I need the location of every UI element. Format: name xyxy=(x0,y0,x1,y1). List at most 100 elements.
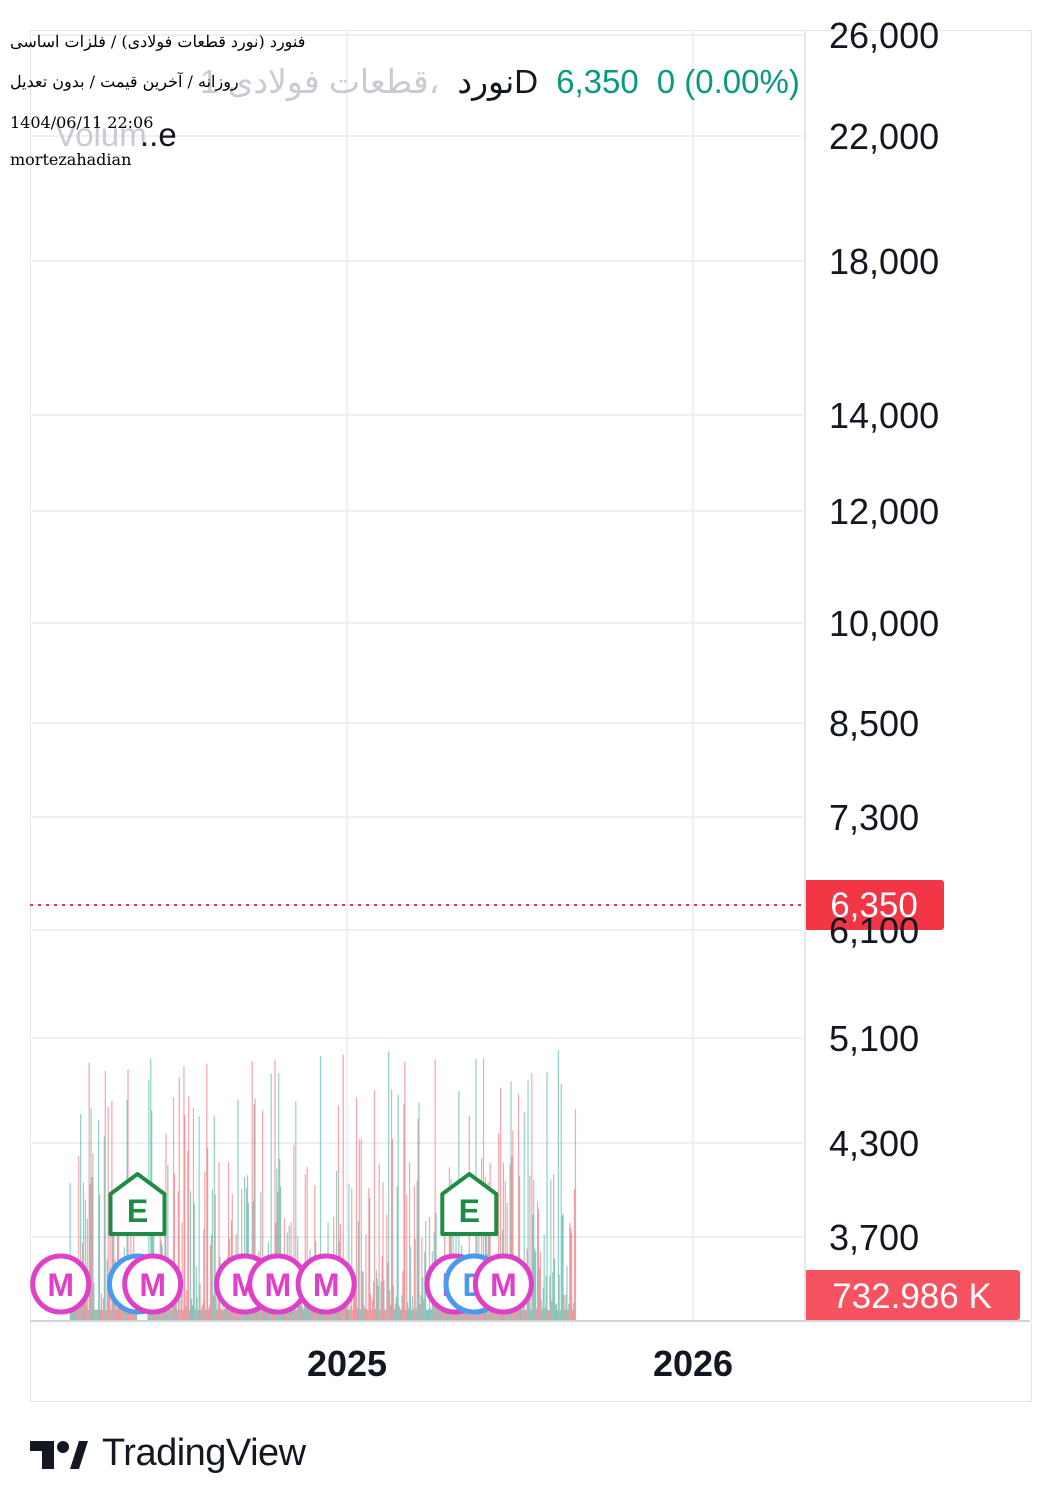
volume-bar xyxy=(521,1309,523,1320)
volume-bar xyxy=(215,1297,217,1320)
volume-bar xyxy=(416,1180,418,1320)
volume-bar xyxy=(76,1309,78,1320)
volume-bar xyxy=(561,1215,563,1320)
volume-bar xyxy=(300,1291,303,1320)
event-marker-label: M xyxy=(47,1267,74,1303)
volume-bar xyxy=(189,1191,192,1320)
volume-bar xyxy=(363,1304,365,1320)
volume-bar xyxy=(128,1309,130,1320)
volume-bar xyxy=(243,1309,245,1320)
volume-bar xyxy=(302,1309,304,1320)
volume-bar xyxy=(314,1185,316,1320)
volume-bar xyxy=(89,1183,91,1320)
volume-bar xyxy=(172,1097,175,1320)
volume-bar xyxy=(388,1051,390,1320)
volume-bar xyxy=(425,1220,427,1320)
volume-bar xyxy=(565,1294,567,1320)
volume-bar xyxy=(237,1099,239,1320)
y-tick-label: 8,500 xyxy=(829,703,919,744)
volume-bar xyxy=(262,1309,265,1320)
volume-bar xyxy=(419,1304,421,1320)
volume-bar xyxy=(176,1309,178,1320)
legend-symbol[interactable]: نوردD xyxy=(457,63,539,100)
volume-bar xyxy=(537,1208,540,1320)
volume-bar xyxy=(204,1172,206,1320)
volume-bar xyxy=(93,1282,95,1320)
volume-bar xyxy=(434,1059,436,1320)
volume-bar xyxy=(183,1066,185,1320)
volume-bar xyxy=(556,1309,559,1320)
volume-bar xyxy=(470,1309,472,1320)
volume-bar xyxy=(220,1308,222,1320)
chart-frame xyxy=(30,30,1032,1402)
logo-text: TradingView xyxy=(102,1432,306,1474)
volume-bar xyxy=(563,1294,565,1320)
volume-bar xyxy=(504,1181,506,1320)
volume-bar xyxy=(384,1309,386,1320)
volume-bar xyxy=(553,1174,555,1320)
volume-bar xyxy=(541,1309,543,1320)
volume-bar xyxy=(448,1167,450,1320)
volume-bar xyxy=(304,1174,306,1320)
meta-author: mortezahadian xyxy=(10,150,132,169)
volume-bar xyxy=(408,1161,411,1320)
volume-bar xyxy=(393,1309,395,1320)
volume-bar xyxy=(88,1062,90,1320)
volume-bar xyxy=(436,1304,438,1320)
event-markers[interactable]: EEMDMMMMMDM xyxy=(30,1172,534,1315)
volume-bar xyxy=(201,1306,203,1320)
volume-bar xyxy=(479,1309,481,1320)
volume-bar xyxy=(371,1299,374,1320)
volume-bar xyxy=(406,1194,408,1320)
volume-bar xyxy=(260,1192,262,1320)
volume-bar xyxy=(374,1308,377,1320)
volume-bar xyxy=(98,1194,101,1320)
volume-bar xyxy=(401,1295,403,1320)
volume-bar xyxy=(380,1281,382,1320)
volume-bar xyxy=(72,1306,74,1320)
volume-bar xyxy=(75,1308,77,1320)
volume-bar xyxy=(382,1182,384,1320)
volume-bar xyxy=(517,1093,520,1320)
volume-bar xyxy=(186,1289,188,1320)
tradingview-logo[interactable]: TradingView xyxy=(30,1432,306,1475)
volume-bar xyxy=(82,1182,85,1320)
volume-bar xyxy=(509,1164,511,1320)
volume-bar xyxy=(532,1214,534,1320)
volume-bar xyxy=(306,1166,308,1320)
volume-bar xyxy=(412,1308,414,1320)
volume-bar xyxy=(197,1309,199,1320)
volume-bar xyxy=(572,1309,574,1320)
volume-bar xyxy=(533,1180,535,1320)
volume-bar xyxy=(535,1251,537,1320)
volume-bar xyxy=(170,1309,172,1320)
volume-bar xyxy=(248,1309,250,1320)
volume-bar xyxy=(199,1283,201,1320)
volume-bar xyxy=(194,1309,196,1320)
volume-bar xyxy=(392,1285,395,1320)
volume-bar xyxy=(264,1309,267,1320)
volume-bar xyxy=(99,1309,102,1320)
volume-bar xyxy=(414,1238,416,1320)
volume-bar xyxy=(421,1237,423,1320)
volume-bar xyxy=(371,1309,373,1320)
volume-bar xyxy=(189,1309,191,1320)
y-tick-label: 22,000 xyxy=(829,116,939,157)
volume-bar xyxy=(299,1304,302,1320)
volume-bar xyxy=(271,1308,273,1320)
volume-bar xyxy=(301,1307,304,1320)
volume-bar xyxy=(530,1309,532,1320)
volume-bar xyxy=(358,1139,360,1320)
volume-bar xyxy=(198,1116,200,1320)
volume-bar xyxy=(121,1309,123,1320)
volume-bar xyxy=(216,1309,218,1320)
volume-bar xyxy=(227,1161,230,1320)
volume-bar xyxy=(517,1308,519,1320)
event-marker-label: M xyxy=(313,1267,340,1303)
volume-bar xyxy=(353,1278,356,1320)
volume-bar xyxy=(403,1103,405,1320)
volume-bar xyxy=(209,1245,212,1320)
volume-bar xyxy=(564,1309,566,1320)
volume-bar xyxy=(352,1309,354,1320)
